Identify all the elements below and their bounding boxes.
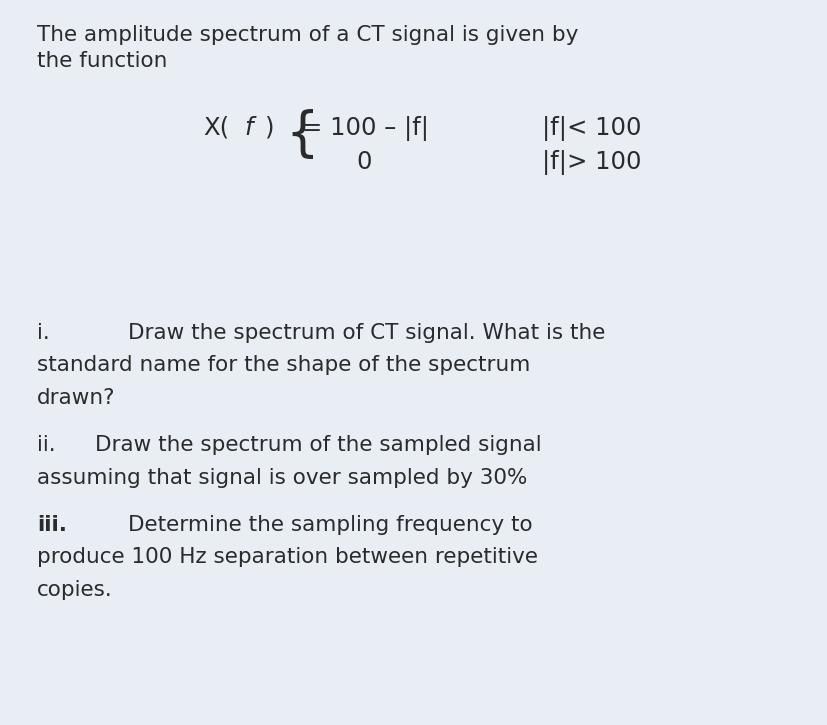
Text: Draw the spectrum of CT signal. What is the: Draw the spectrum of CT signal. What is … <box>128 323 605 343</box>
Text: = 100 – |f|: = 100 – |f| <box>302 116 428 141</box>
Text: copies.: copies. <box>37 580 112 600</box>
Text: ): ) <box>265 116 274 140</box>
Text: drawn?: drawn? <box>37 388 116 408</box>
Text: ii.: ii. <box>37 435 55 455</box>
Text: produce 100 Hz separation between repetitive: produce 100 Hz separation between repeti… <box>37 547 538 568</box>
Text: i.: i. <box>37 323 50 343</box>
Text: X(: X( <box>203 116 229 140</box>
Text: Draw the spectrum of the sampled signal: Draw the spectrum of the sampled signal <box>95 435 541 455</box>
Text: The amplitude spectrum of a CT signal is given by: The amplitude spectrum of a CT signal is… <box>37 25 578 46</box>
Text: iii.: iii. <box>37 515 67 535</box>
Text: f: f <box>244 116 252 140</box>
Text: |f|> 100: |f|> 100 <box>542 150 641 175</box>
Text: standard name for the shape of the spectrum: standard name for the shape of the spect… <box>37 355 530 376</box>
Text: Determine the sampling frequency to: Determine the sampling frequency to <box>128 515 533 535</box>
Text: 0: 0 <box>356 150 371 174</box>
Text: |f|< 100: |f|< 100 <box>542 116 641 141</box>
Text: the function: the function <box>37 51 167 71</box>
Text: assuming that signal is over sampled by 30%: assuming that signal is over sampled by … <box>37 468 527 488</box>
Text: {: { <box>285 109 319 162</box>
